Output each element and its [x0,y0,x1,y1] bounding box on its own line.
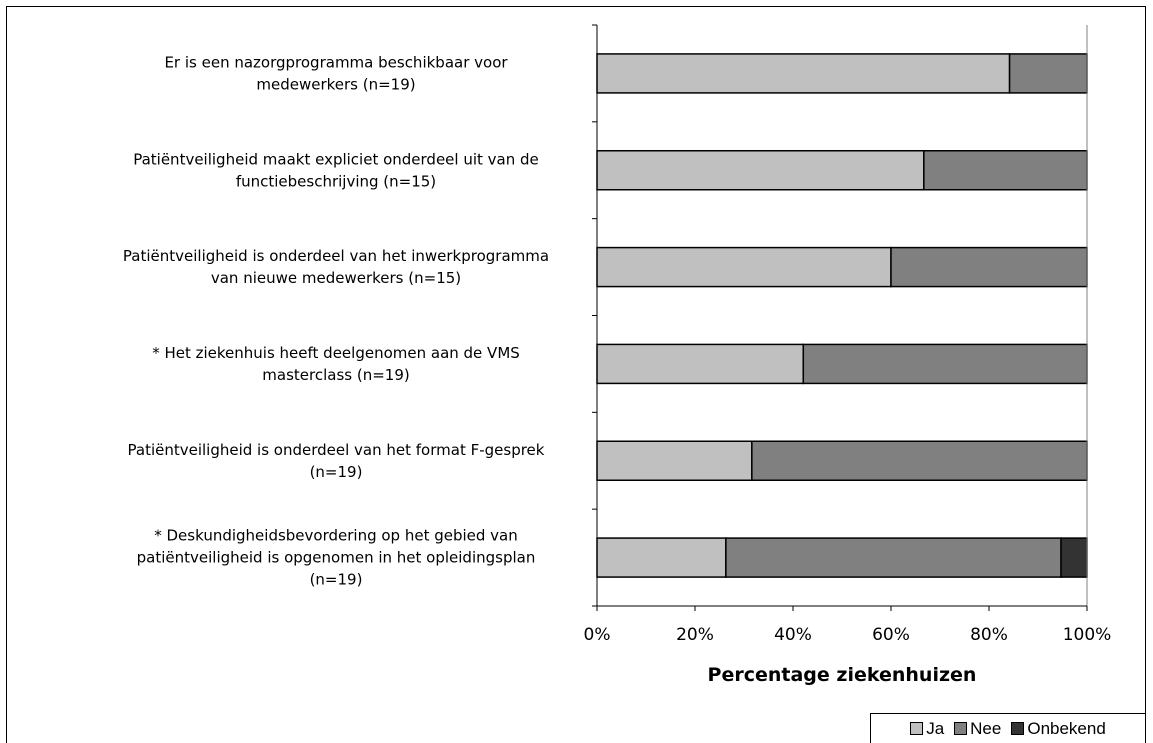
bar-nee-3 [890,246,1088,288]
x-axis-title: Percentage ziekenhuizen [708,664,977,686]
bar-nee-2 [923,150,1088,191]
legend-swatch-ja [910,722,924,735]
x-tick-label-0pct: 0% [584,625,611,645]
x-tick-label-20pct: 20% [676,625,714,645]
bar-ja-4 [596,343,805,385]
bar-nee-6 [725,537,1062,578]
bar-ja-1 [596,53,1011,94]
legend-item-onbekend: Onbekend [1011,718,1106,739]
legend-label-onbekend: Onbekend [1027,718,1106,738]
chart-frame [6,6,1146,743]
bar-ja-6 [596,537,727,578]
bar-onbekend-6 [1060,537,1088,578]
legend-label-nee: Nee [970,718,1002,738]
legend-item-nee: Nee [954,719,1001,739]
legend-swatch-onbekend [1011,722,1025,735]
bar-nee-5 [751,440,1088,481]
bar-ja-3 [596,246,892,288]
legend: Ja Nee Onbekend [870,713,1146,743]
bars [596,53,1088,578]
legend-swatch-nee [954,722,968,735]
x-tick-label-60pct: 60% [872,625,910,645]
x-tick-label-80pct: 80% [970,625,1008,645]
axes: 0% 20% 40% 60% 80% 100% [584,24,1112,645]
category-label-4: * Het ziekenhuis heeft deelgenomen aan d… [152,344,520,384]
x-tick-label-100pct: 100% [1063,625,1112,645]
category-label-6: * Deskundigheidsbevordering op het gebie… [137,527,536,589]
bar-ja-2 [596,150,925,191]
category-labels: Er is een nazorgprogramma beschikbaar vo… [123,53,549,588]
bar-nee-4 [802,343,1088,385]
category-label-1: Er is een nazorgprogramma beschikbaar vo… [164,53,508,93]
bar-ja-5 [596,440,753,481]
bar-nee-1 [1008,53,1088,94]
legend-item-ja: Ja [910,719,944,739]
category-label-2: Patiëntveiligheid maakt expliciet onderd… [133,150,539,190]
category-label-3: Patiëntveiligheid is onderdeel van het i… [123,247,549,287]
legend-label-ja: Ja [926,718,945,738]
category-label-5: Patiëntveiligheid is onderdeel van het f… [128,441,545,481]
x-tick-label-40pct: 40% [774,625,812,645]
